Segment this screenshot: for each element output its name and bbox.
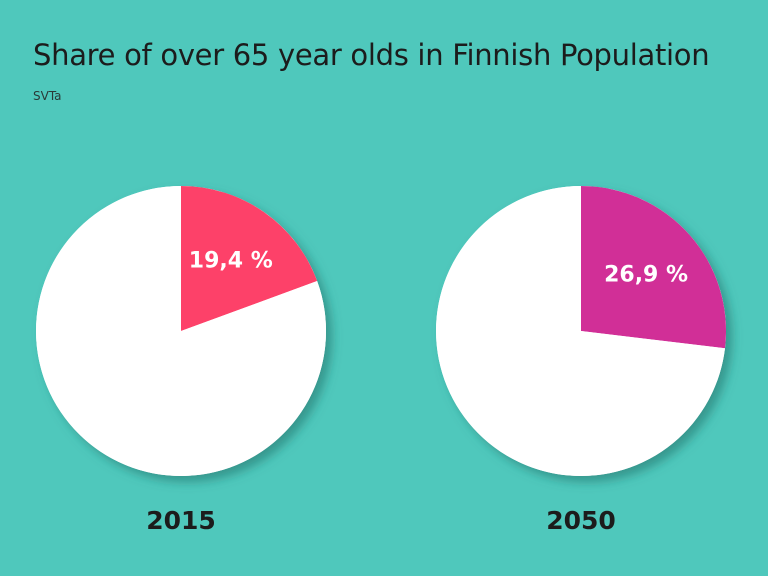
pie-year-label: 2015 [146,506,216,535]
slice-label: 19,4 % [189,249,273,274]
pie-year-label: 2050 [546,506,616,535]
pie-2015: 19,4 % 2015 [36,186,327,535]
pie-slice-other [436,186,725,476]
pie-slice-over-65 [581,186,726,349]
slice-label: 26,9 % [604,262,688,287]
pie-slice-over-65 [181,186,318,331]
chart-title: Share of over 65 year olds in Finnish Po… [33,38,710,72]
chart-source: SVTa [33,89,62,103]
pie-2050: 26,9 % 2050 [436,186,726,535]
pie-slice-other [36,186,327,476]
